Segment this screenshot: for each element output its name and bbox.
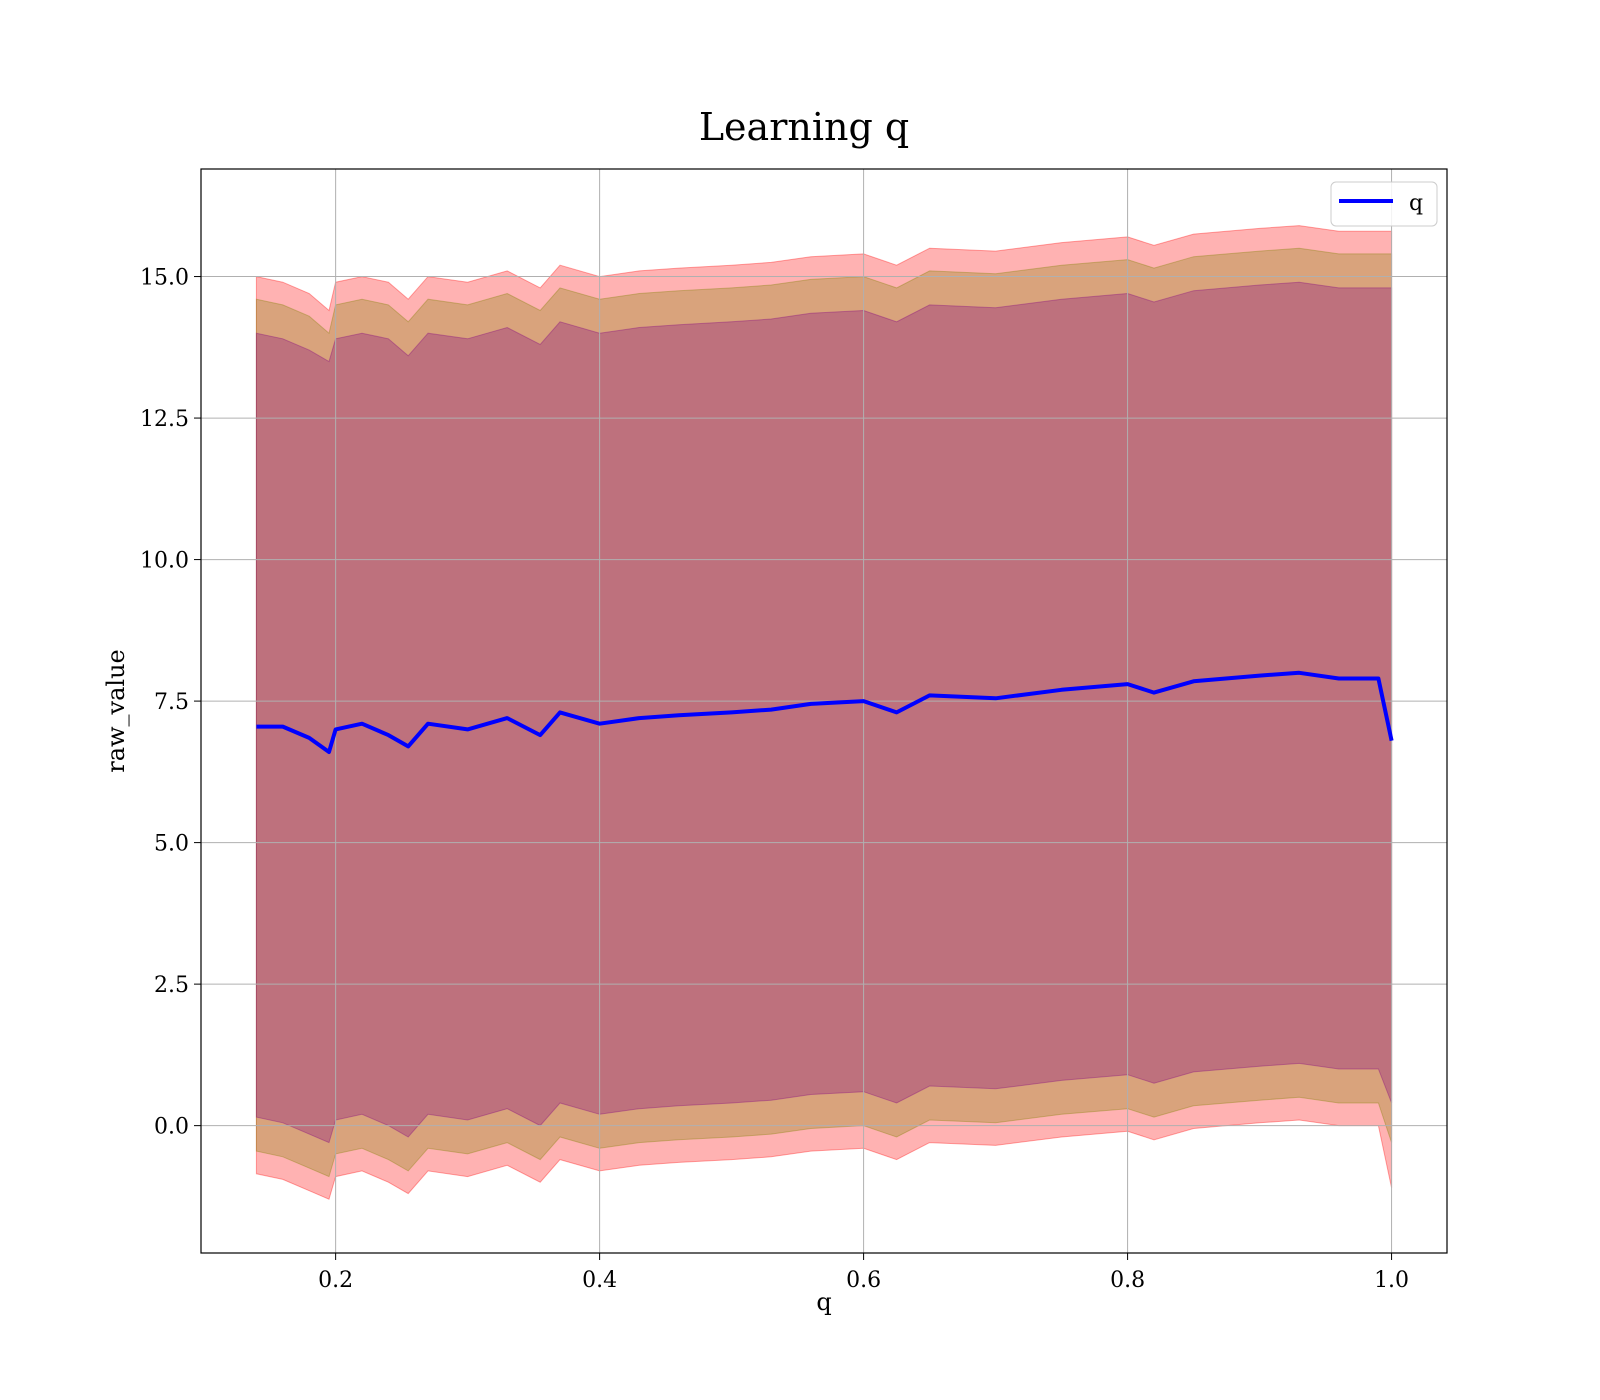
- y-tick-label: 2.5: [154, 973, 189, 998]
- x-tick-label: 0.4: [582, 1268, 617, 1293]
- x-axis-label: q: [816, 1288, 831, 1316]
- plot-frame: [200, 168, 1448, 1254]
- x-tick-label: 0.2: [318, 1268, 353, 1293]
- y-tick-label: 5.0: [154, 832, 189, 857]
- series-line-q: [256, 670, 1394, 754]
- chart-title: Learning q: [699, 105, 909, 149]
- band-2: [255, 281, 1393, 1144]
- y-tick-label: 15.0: [140, 266, 189, 291]
- plot-background: [201, 169, 1447, 1253]
- confidence-bands: [255, 225, 1393, 1200]
- plot-area: [200, 168, 1448, 1254]
- y-tick-label: 12.5: [140, 407, 189, 432]
- legend: q: [1330, 181, 1438, 227]
- y-axis-label: raw_value: [102, 649, 130, 773]
- y-axis-ticks: 0.0 2.5 5.0 7.5 10.0 12.5 15.0: [140, 266, 201, 1140]
- y-tick-label: 0.0: [154, 1115, 189, 1140]
- y-tick-label: 7.5: [154, 690, 189, 715]
- series-lines: [256, 670, 1394, 754]
- x-tick-label: 1.0: [1374, 1268, 1409, 1293]
- legend-box: [1330, 181, 1438, 227]
- x-tick-label: 0.6: [846, 1268, 881, 1293]
- legend-label-q: q: [1409, 191, 1423, 216]
- x-tick-label: 0.8: [1110, 1268, 1145, 1293]
- x-axis-ticks: 0.2 0.4 0.6 0.8 1.0: [318, 1253, 1409, 1293]
- y-tick-label: 10.0: [140, 549, 189, 574]
- grid-lines: [201, 169, 1447, 1253]
